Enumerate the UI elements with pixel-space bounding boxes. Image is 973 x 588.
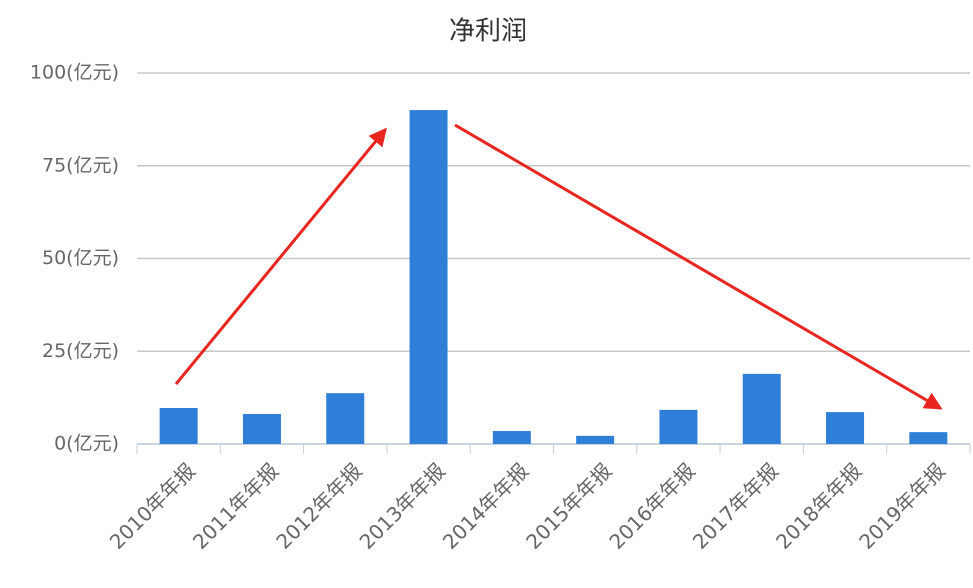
chart-title: 净利润 <box>449 17 527 47</box>
y-tick-label: 25(亿元) <box>42 340 119 362</box>
x-tick-label: 2019年年报 <box>854 458 949 553</box>
x-tick-label: 2013年年报 <box>355 458 450 553</box>
x-tick-label: 2012年年报 <box>271 458 366 553</box>
x-tick-label: 2016年年报 <box>604 458 699 553</box>
bar <box>159 408 198 444</box>
bar <box>409 110 448 444</box>
y-tick-label: 75(亿元) <box>42 154 119 176</box>
x-tick-label: 2010年年报 <box>105 458 200 553</box>
bar <box>576 435 615 444</box>
x-tick-label: 2018年年报 <box>771 458 866 553</box>
bar <box>242 413 281 444</box>
trend-arrow-up <box>174 127 387 385</box>
bar <box>659 409 698 444</box>
y-tick-label: 50(亿元) <box>42 247 119 269</box>
bar <box>326 393 365 444</box>
bar <box>492 431 531 444</box>
bar <box>826 412 865 444</box>
y-tick-label: 100(亿元) <box>30 62 119 84</box>
plot-area: 0(亿元)25(亿元)50(亿元)75(亿元)100(亿元)2010年年报201… <box>30 62 971 554</box>
bar <box>909 432 948 444</box>
x-tick-label: 2014年年报 <box>438 458 533 553</box>
x-tick-label: 2017年年报 <box>688 458 783 553</box>
y-tick-label: 0(亿元) <box>54 433 119 455</box>
trend-arrow-down <box>454 123 943 410</box>
bar <box>742 373 781 444</box>
x-tick-label: 2015年年报 <box>521 458 616 553</box>
x-tick-label: 2011年年报 <box>188 458 283 553</box>
